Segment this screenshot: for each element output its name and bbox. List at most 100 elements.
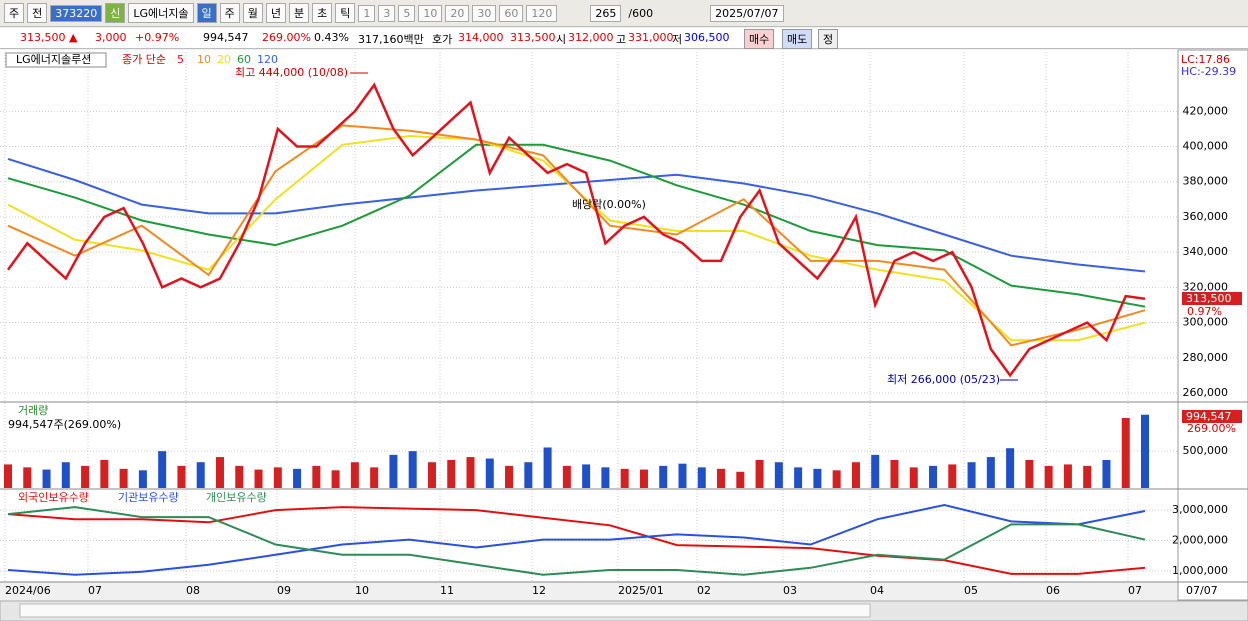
volume-bar: [23, 467, 32, 488]
interval-btn[interactable]: 60: [499, 4, 524, 22]
volume-bar: [312, 465, 321, 488]
volume-bar: [350, 462, 359, 488]
x-tick-label: 07: [88, 584, 102, 597]
volume-bar: [293, 468, 302, 488]
volume-bar: [81, 465, 90, 488]
volume-bar: [447, 460, 456, 488]
quote-item: 269.00%: [262, 31, 311, 44]
quote-item: 호가: [432, 33, 453, 46]
x-tick-label: 2025/01: [618, 584, 664, 597]
y-tick-label: 360,000: [1183, 210, 1229, 223]
y-tick-label: 280,000: [1183, 351, 1229, 364]
lc-label: LC:17.86: [1181, 53, 1230, 66]
legend-item: 120: [257, 53, 278, 66]
quote-item: 331,000: [628, 31, 674, 44]
volume-bar: [427, 462, 436, 488]
volume-bar: [929, 465, 938, 488]
period-btn[interactable]: 주: [219, 3, 240, 23]
volume-bar: [331, 470, 340, 488]
trade-btn[interactable]: 매수: [744, 29, 775, 49]
volume-bar: [215, 457, 224, 488]
legend-item: 외국인보유수량: [18, 491, 89, 504]
dropdown[interactable]: 주: [4, 3, 25, 23]
x-tick-label: 03: [783, 584, 797, 597]
volume-bar: [543, 447, 552, 488]
x-tick-label: 11: [440, 584, 454, 597]
badge[interactable]: 신: [105, 3, 126, 23]
volume-bar: [562, 465, 571, 488]
volume-bar: [601, 467, 610, 488]
period-btn[interactable]: 틱: [335, 3, 356, 23]
volume-bar: [466, 457, 475, 488]
period-btn[interactable]: 월: [242, 3, 263, 23]
x-tick-label: 07: [1128, 584, 1142, 597]
volume-bar: [119, 468, 128, 488]
legend-item: 개인보유수량: [206, 491, 267, 504]
y-tick-label: 1,000,000: [1172, 564, 1228, 577]
series-line: [7, 124, 1146, 347]
volume-bar: [717, 468, 726, 488]
period-btn[interactable]: 일: [196, 3, 217, 23]
volume-bar: [736, 471, 745, 488]
volume-bar: [254, 469, 263, 488]
quote-item: 313,500 ▲: [20, 31, 78, 44]
x-tick-label: 09: [277, 584, 291, 597]
period-btn[interactable]: 초: [312, 3, 333, 23]
volume-bar: [177, 465, 186, 488]
vol-box: [1182, 410, 1242, 423]
period-btn[interactable]: 년: [265, 3, 287, 23]
interval-btn[interactable]: 20: [445, 4, 470, 22]
series-line: [7, 157, 1146, 273]
interval-btn[interactable]: 10: [418, 4, 443, 22]
volume-bar: [755, 460, 764, 488]
legend-item: 기관보유수량: [118, 491, 179, 504]
volume-bar: [1102, 460, 1111, 488]
interval-btn[interactable]: 1: [358, 4, 376, 22]
volume-bar: [1121, 418, 1130, 488]
quote-item: 314,000: [458, 31, 504, 44]
annotation: 최저 266,000 (05/23): [887, 373, 1000, 386]
scroll-thumb[interactable]: [19, 603, 871, 618]
interval-btn[interactable]: 120: [526, 4, 558, 22]
stock-name[interactable]: LG에너지솔: [128, 3, 194, 23]
y-tick-label: 2,000,000: [1172, 534, 1228, 547]
quote-item: 3,000: [95, 31, 127, 44]
volume-bar: [370, 467, 379, 488]
x-tick-label: 2024/06: [5, 584, 51, 597]
interval-btn[interactable]: 3: [378, 4, 396, 22]
volume-bar: [774, 462, 783, 488]
volume-bar: [235, 465, 244, 488]
count[interactable]: 265: [590, 4, 622, 22]
period-btn[interactable]: 분: [289, 3, 310, 23]
dropdown[interactable]: 전: [27, 3, 48, 23]
trade-btn[interactable]: 매도: [782, 29, 813, 49]
trade-btn[interactable]: 정: [818, 29, 839, 49]
code-input[interactable]: 373220: [50, 4, 103, 22]
legend-label: 종가 단순: [122, 53, 166, 66]
annotation: 배당락(0.00%): [572, 198, 646, 211]
legend-item: 60: [237, 53, 251, 66]
x-tick-label: 05: [964, 584, 978, 597]
interval-btn[interactable]: 5: [398, 4, 416, 22]
count-max[interactable]: /600: [628, 6, 654, 20]
interval-btn[interactable]: 30: [472, 4, 497, 22]
volume-bar: [678, 463, 687, 488]
volume-bar: [1141, 414, 1149, 488]
y-tick-label: 380,000: [1183, 175, 1229, 188]
volume-bar: [1083, 465, 1092, 488]
volume-bar: [196, 462, 205, 488]
volume-bar: [389, 454, 398, 488]
x-tick-label: 02: [697, 584, 711, 597]
volume-bar: [967, 462, 976, 488]
date-input[interactable]: 2025/07/07: [710, 4, 784, 22]
volume-bar: [524, 462, 533, 488]
quote-item: 994,547: [203, 31, 249, 44]
quote-item: 저: [672, 33, 683, 46]
x-tick-label: 04: [870, 584, 884, 597]
change-label: 0.97%: [1187, 305, 1222, 318]
chart-title: LG에너지솔루션: [16, 53, 91, 66]
quote-item: 0.43%: [314, 31, 349, 44]
volume-bar: [871, 454, 880, 488]
